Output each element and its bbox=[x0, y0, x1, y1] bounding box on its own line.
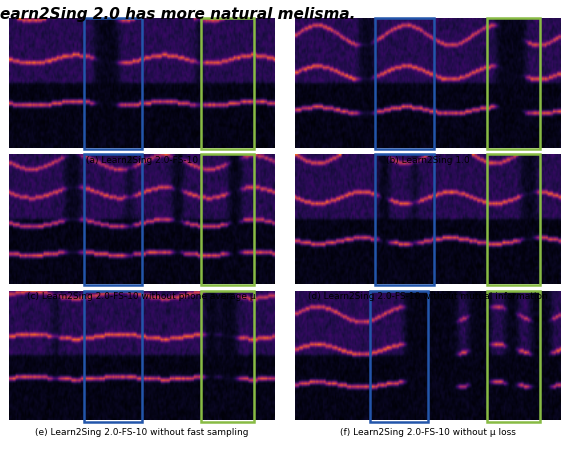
Text: (b) Learn2Sing 1.0: (b) Learn2Sing 1.0 bbox=[386, 156, 470, 165]
Bar bbox=[370, 291, 428, 422]
Bar bbox=[487, 154, 540, 286]
Text: (d) Learn2Sing 2.0-FS-10 without mutual information: (d) Learn2Sing 2.0-FS-10 without mutual … bbox=[308, 292, 547, 301]
Text: (a) Learn2Sing 2.0-FS-10: (a) Learn2Sing 2.0-FS-10 bbox=[85, 156, 198, 165]
Text: (f) Learn2Sing 2.0-FS-10 without μ loss: (f) Learn2Sing 2.0-FS-10 without μ loss bbox=[340, 428, 515, 437]
Bar bbox=[84, 154, 142, 286]
Bar bbox=[375, 18, 434, 149]
Text: (e) Learn2Sing 2.0-FS-10 without fast sampling: (e) Learn2Sing 2.0-FS-10 without fast sa… bbox=[35, 428, 248, 437]
Bar bbox=[84, 291, 142, 422]
Bar bbox=[84, 18, 142, 149]
Bar bbox=[201, 291, 254, 422]
Text: (c) Learn2Sing 2.0-FS-10 without phone average μ: (c) Learn2Sing 2.0-FS-10 without phone a… bbox=[27, 292, 256, 301]
Bar bbox=[487, 291, 540, 422]
Bar bbox=[487, 18, 540, 149]
Bar bbox=[201, 18, 254, 149]
Text: earn2Sing 2.0 has more natural melisma.: earn2Sing 2.0 has more natural melisma. bbox=[0, 7, 355, 22]
Bar bbox=[375, 154, 434, 286]
Bar bbox=[201, 154, 254, 286]
